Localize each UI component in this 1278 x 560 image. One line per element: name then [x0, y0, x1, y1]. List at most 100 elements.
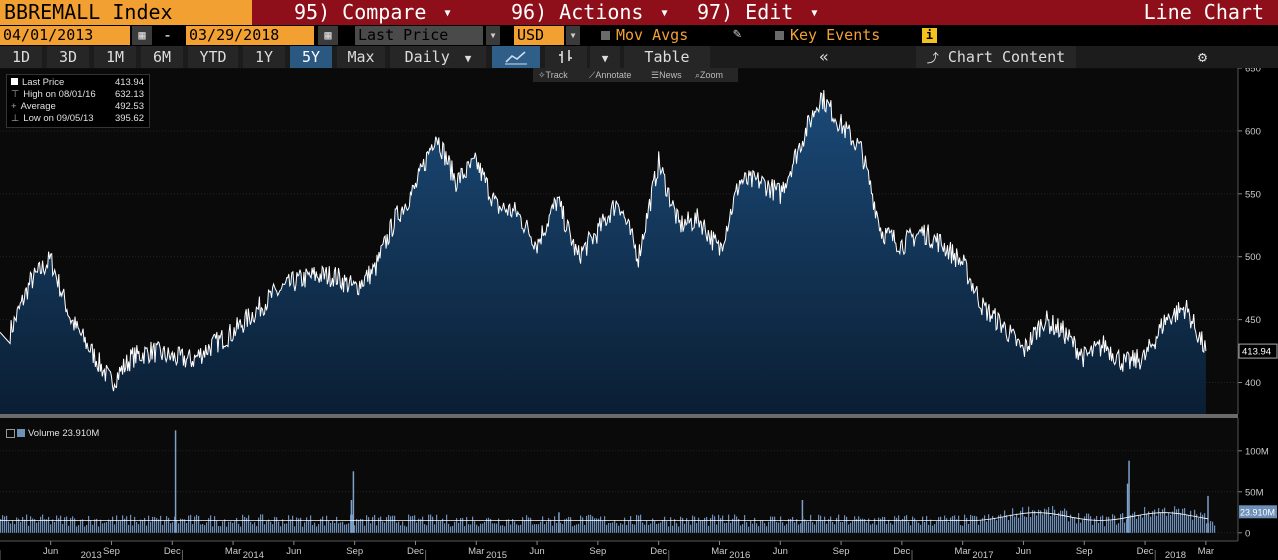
volume-bar [400, 525, 402, 533]
volume-bar [868, 518, 870, 533]
price-axis: 400 450 500 550 600 650 413.94 [1237, 68, 1278, 414]
period-3d[interactable]: 3D [47, 46, 89, 68]
start-calendar-icon[interactable]: ▦ [132, 26, 152, 45]
volume-tick-label: 50M [1245, 487, 1264, 498]
pencil-icon[interactable]: ✎ [733, 26, 742, 42]
gear-icon[interactable]: ⚙ [1198, 48, 1208, 66]
volume-spike-bar [1126, 483, 1129, 533]
line-chart-icon[interactable] [492, 46, 540, 68]
period-6m[interactable]: 6M [141, 46, 183, 68]
volume-bar [24, 519, 26, 533]
collapse-panel-icon[interactable]: « [712, 46, 916, 68]
period-1d[interactable]: 1D [0, 46, 42, 68]
chart-content-button[interactable]: ⤴ Chart Content [916, 46, 1076, 68]
month-tick-label: Jun [43, 546, 58, 557]
price-volume-chart[interactable]: 400 450 500 550 600 650 413.94 0 50M 100M 23.910M… [0, 68, 1278, 560]
ticker-field[interactable]: BBREMALL Index [0, 0, 252, 25]
volume-bar [844, 515, 846, 533]
volume-bar [694, 516, 696, 533]
last-volume-tag [1239, 505, 1277, 519]
volume-bar [1192, 519, 1194, 533]
volume-bar [780, 516, 782, 533]
edit-menu[interactable]: 97) Edit ▼ [697, 0, 817, 25]
zoom-tool[interactable]: ⌕ Zoom [695, 70, 724, 80]
end-date-input[interactable]: 03/29/2018 [186, 26, 314, 45]
volume-bar [430, 514, 432, 533]
key-events-checkbox[interactable] [775, 31, 784, 40]
period-5y[interactable]: 5Y [290, 46, 332, 68]
volume-bar [898, 515, 900, 533]
volume-bar [944, 515, 946, 533]
volume-bar [300, 517, 302, 533]
volume-bar [1038, 509, 1040, 533]
mov-avgs-checkbox[interactable] [601, 31, 610, 40]
volume-bar [624, 517, 626, 533]
volume-bar [528, 517, 530, 533]
price-legend: Last Price 413.94 ⊤ High on 08/01/16 632.… [6, 74, 150, 128]
period-max[interactable]: Max [337, 46, 385, 68]
volume-toggle-box[interactable] [6, 428, 15, 438]
key-events-label[interactable]: Key Events [790, 26, 881, 44]
volume-bar [352, 514, 354, 533]
volume-bar [290, 519, 292, 533]
volume-bar [860, 518, 862, 533]
volume-bar [954, 515, 956, 533]
volume-bar [888, 519, 890, 533]
volume-bar [368, 517, 370, 533]
compare-menu[interactable]: 95) Compare ▼ [294, 0, 451, 25]
volume-bar [446, 514, 448, 533]
info-icon[interactable]: i [922, 28, 937, 43]
volume-bar [676, 523, 678, 533]
volume-bar [382, 521, 384, 533]
panel-divider[interactable] [0, 414, 1238, 418]
volume-bar [848, 524, 850, 533]
actions-menu[interactable]: 96) Actions ▼ [511, 0, 668, 25]
table-button[interactable]: Table [624, 46, 710, 68]
period-ytd[interactable]: YTD [188, 46, 238, 68]
chart-style-dropdown-icon[interactable]: ▼ [590, 46, 620, 68]
volume-bar [810, 514, 812, 533]
price-field-dropdown-icon[interactable]: ▼ [486, 26, 500, 45]
volume-bar [118, 521, 120, 533]
volume-bar [468, 524, 470, 533]
volume-bar [620, 523, 622, 533]
volume-bar [216, 520, 218, 533]
volume-bar [1006, 515, 1008, 533]
news-tool[interactable]: ☰ News [651, 70, 682, 80]
volume-bar [476, 524, 478, 533]
volume-bar [686, 518, 688, 533]
volume-bar [152, 516, 154, 533]
volume-bar [636, 514, 638, 533]
start-date-input[interactable]: 04/01/2013 [0, 26, 130, 45]
period-1m[interactable]: 1M [94, 46, 136, 68]
volume-bar [730, 522, 732, 533]
volume-bar [354, 525, 356, 533]
volume-bar [746, 522, 748, 533]
period-1y[interactable]: 1Y [243, 46, 285, 68]
legend-low-value: 395.62 [114, 113, 144, 124]
volume-bar [1082, 519, 1084, 533]
track-tool[interactable]: ✧ Track [538, 70, 568, 80]
volume-bar [214, 516, 216, 533]
annotate-tool[interactable]: ⟋ Annotate [589, 70, 632, 80]
currency-dropdown-icon[interactable]: ▼ [566, 26, 580, 45]
volume-bar [482, 523, 484, 533]
volume-bar [126, 516, 128, 533]
volume-bar [1052, 505, 1054, 533]
volume-bar [1076, 523, 1078, 533]
volume-bar [976, 516, 978, 533]
volume-bar [206, 522, 208, 533]
volume-bar [650, 523, 652, 533]
volume-bar [74, 518, 76, 533]
volume-spike-bar [352, 471, 355, 533]
price-field-select[interactable]: Last Price [355, 26, 483, 45]
frequency-select[interactable]: Daily ▼ [390, 46, 486, 68]
currency-select[interactable]: USD [514, 26, 564, 45]
volume-bar [272, 524, 274, 533]
volume-bar [82, 519, 84, 533]
volume-bar [1206, 523, 1208, 533]
end-calendar-icon[interactable]: ▦ [318, 26, 338, 45]
bar-style-icon[interactable] [545, 46, 587, 68]
mov-avgs-label[interactable]: Mov Avgs [616, 26, 689, 44]
volume-bar [364, 525, 366, 533]
